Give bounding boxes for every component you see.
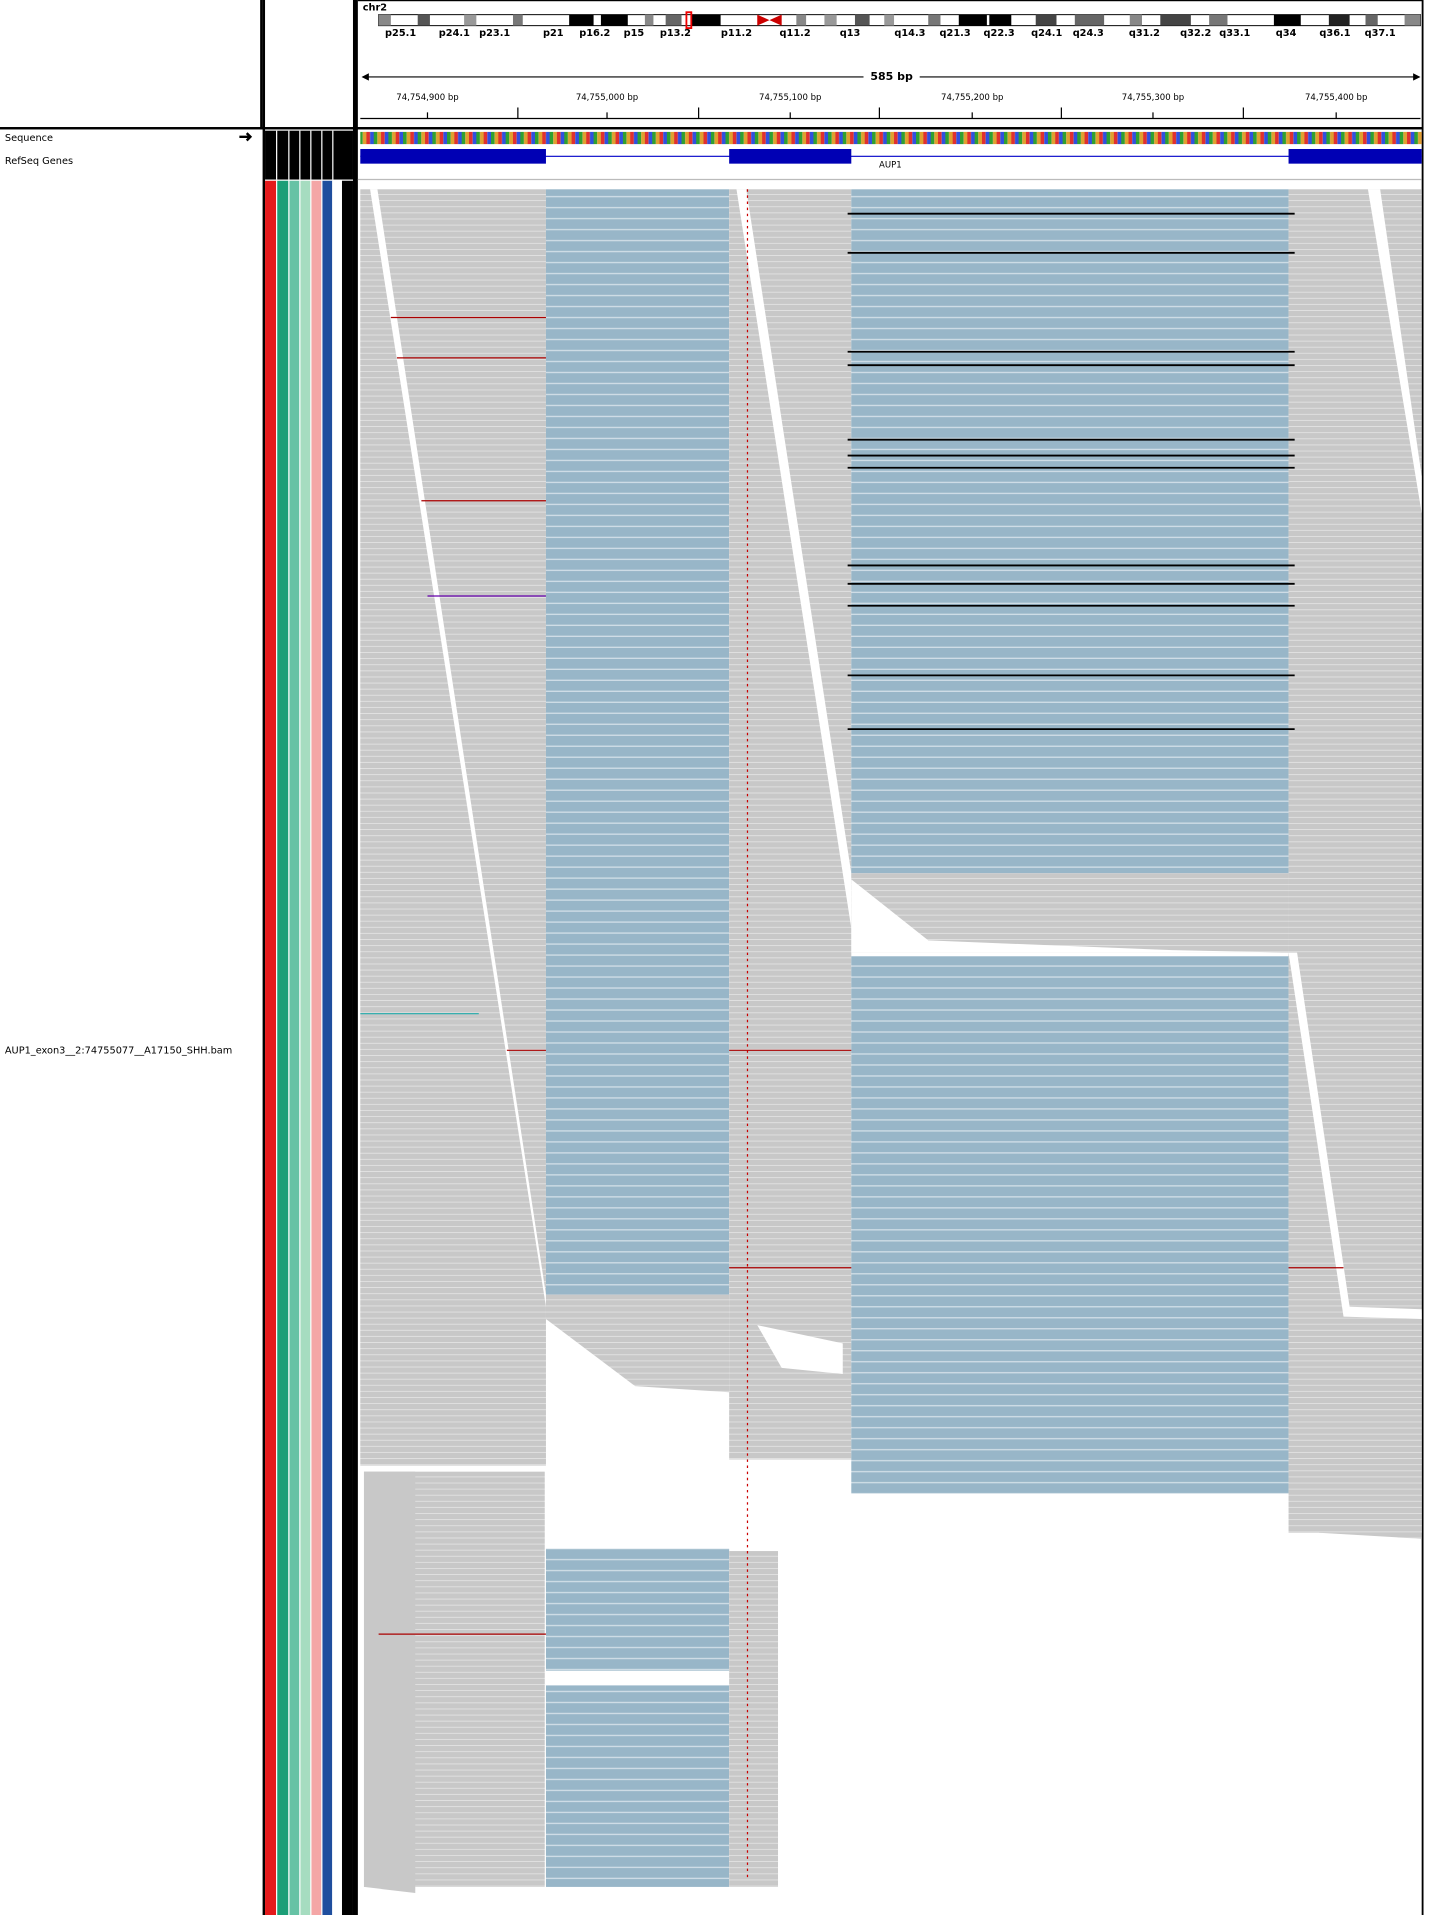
- sequence-track[interactable]: [360, 131, 1422, 145]
- band-label[interactable]: p16.2: [579, 28, 610, 39]
- ruler-tick-label: 74,755,400 bp: [1305, 93, 1367, 103]
- span-label-bg: [863, 68, 920, 86]
- frame-line: [260, 0, 263, 130]
- strand-arrow[interactable]: [239, 132, 253, 142]
- band-label[interactable]: q33.1: [1219, 28, 1250, 39]
- band-label[interactable]: p24.1: [439, 28, 470, 39]
- attribute-separators: [276, 130, 334, 180]
- track-name[interactable]: AUP1_exon3__2:74755077__A17150_SHH.bam: [5, 1045, 232, 1056]
- band-label[interactable]: q34: [1276, 28, 1297, 39]
- frame-line: [1421, 0, 1424, 1915]
- ideogram-band: [854, 14, 870, 26]
- band-label[interactable]: p13.2: [660, 28, 691, 39]
- gene-exons[interactable]: [360, 148, 1422, 164]
- current-region: [685, 11, 693, 30]
- ideogram-band: [1404, 14, 1421, 26]
- ideogram-band: [417, 14, 430, 26]
- frame-line: [262, 0, 266, 1915]
- header-divider: [0, 127, 1423, 130]
- alignments[interactable]: [360, 189, 1422, 1894]
- ideogram-band: [569, 14, 594, 26]
- band-label[interactable]: p21: [543, 28, 564, 39]
- band-label[interactable]: q22.3: [984, 28, 1015, 39]
- ideogram-band: [600, 14, 628, 26]
- band-label[interactable]: p15: [624, 28, 645, 39]
- track-name[interactable]: RefSeq Genes: [5, 156, 73, 167]
- ideogram-band: [989, 14, 1012, 26]
- attribute-colors[interactable]: [265, 180, 353, 1915]
- frame-line: [352, 0, 358, 1915]
- ideogram-band: [1365, 14, 1378, 26]
- band-label[interactable]: q36.1: [1319, 28, 1350, 39]
- band-label[interactable]: q11.2: [780, 28, 811, 39]
- centromere: [757, 14, 782, 26]
- ruler-tick-label: 74,755,100 bp: [759, 93, 821, 103]
- ideogram-band: [378, 14, 391, 26]
- band-label[interactable]: q24.1: [1031, 28, 1062, 39]
- ideogram-band: [824, 14, 837, 26]
- ideogram-band: [1273, 14, 1301, 26]
- band-label[interactable]: p25.1: [385, 28, 416, 39]
- band-label[interactable]: q14.3: [894, 28, 925, 39]
- span-label: 585 bp: [870, 70, 913, 83]
- band-label[interactable]: q24.3: [1073, 28, 1104, 39]
- ideogram-band: [1074, 14, 1105, 26]
- track-name[interactable]: Sequence: [5, 133, 53, 144]
- ideogram-body: [378, 14, 1421, 27]
- ideogram-band: [1328, 14, 1350, 26]
- band-label[interactable]: q21.3: [940, 28, 971, 39]
- band-label[interactable]: q32.2: [1180, 28, 1211, 39]
- ruler-tick-label: 74,754,900 bp: [396, 93, 458, 103]
- ruler-tick-label: 74,755,300 bp: [1122, 93, 1184, 103]
- band-label[interactable]: q31.2: [1129, 28, 1160, 39]
- ideogram-band: [691, 14, 721, 26]
- chromosome-name[interactable]: chr2: [363, 2, 387, 13]
- ideogram-band: [1129, 14, 1142, 26]
- ideogram-band: [1035, 14, 1057, 26]
- ideogram-band: [644, 14, 654, 26]
- gene-name[interactable]: AUP1: [879, 160, 902, 170]
- frame-line: [357, 0, 1423, 2]
- ideogram-band: [958, 14, 987, 26]
- ideogram[interactable]: p25.1 p24.1 p23.1 p21 p16.2 p15 p13.2 p11.2 q11.…: [378, 11, 1421, 39]
- band-label[interactable]: p11.2: [721, 28, 752, 39]
- ideogram-band: [928, 14, 941, 26]
- ideogram-band: [665, 14, 682, 26]
- ideogram-band: [512, 14, 523, 26]
- ideogram-band: [796, 14, 807, 26]
- ideogram-band: [884, 14, 895, 26]
- ruler-tick-label: 74,755,200 bp: [941, 93, 1003, 103]
- ruler: 74,754,900 bp 74,755,000 bp 74,755,100 bp 7…: [396, 93, 1367, 119]
- attribute-header[interactable]: [265, 130, 353, 180]
- band-label[interactable]: q13: [840, 28, 861, 39]
- ideogram-band: [1209, 14, 1228, 26]
- band-label[interactable]: q37.1: [1365, 28, 1396, 39]
- ideogram-band: [1160, 14, 1191, 26]
- ideogram-band: [464, 14, 477, 26]
- band-label[interactable]: p23.1: [479, 28, 510, 39]
- ruler-tick-label: 74,755,000 bp: [576, 93, 638, 103]
